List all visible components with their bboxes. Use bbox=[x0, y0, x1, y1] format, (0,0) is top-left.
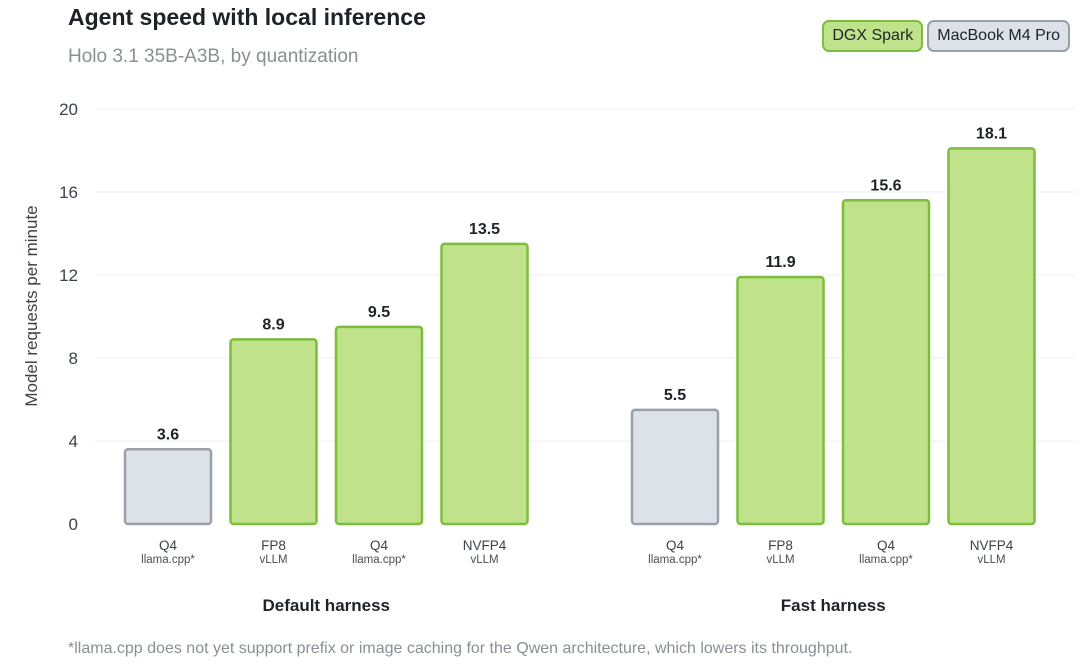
bar-value-label: 18.1 bbox=[976, 125, 1007, 142]
bar-value-label: 8.9 bbox=[262, 316, 284, 333]
x-tick-engine-label: vLLM bbox=[766, 554, 794, 566]
x-tick-engine-label: vLLM bbox=[977, 554, 1005, 566]
x-tick-engine-label: vLLM bbox=[259, 554, 287, 566]
bar-value-label: 3.6 bbox=[157, 426, 179, 443]
bar bbox=[841, 199, 931, 526]
x-tick-quant-label: FP8 bbox=[768, 538, 793, 553]
bar-value-label: 11.9 bbox=[765, 254, 795, 271]
legend-item-macbook-m4-pro[interactable]: MacBook M4 Pro bbox=[927, 20, 1070, 52]
y-tick-label: 0 bbox=[69, 515, 78, 534]
bar-value-label: 5.5 bbox=[664, 387, 686, 404]
x-tick-quant-label: Q4 bbox=[666, 538, 685, 553]
y-tick-label: 16 bbox=[59, 183, 78, 202]
x-tick-engine-label: llama.cpp* bbox=[352, 554, 406, 566]
x-tick-quant-label: FP8 bbox=[261, 538, 286, 553]
bar-value-label: 13.5 bbox=[469, 221, 500, 238]
bar bbox=[123, 448, 213, 526]
footnote: *llama.cpp does not yet support prefix o… bbox=[68, 640, 853, 657]
x-tick-engine-label: llama.cpp* bbox=[859, 554, 913, 566]
group-label: Default harness bbox=[262, 596, 390, 615]
legend: DGX Spark MacBook M4 Pro bbox=[822, 20, 1070, 52]
bar-value-label: 9.5 bbox=[368, 304, 390, 321]
x-tick-quant-label: NVFP4 bbox=[463, 538, 507, 553]
bar bbox=[334, 325, 424, 526]
y-tick-label: 8 bbox=[69, 349, 78, 368]
bar bbox=[947, 147, 1036, 526]
chart-title: Agent speed with local inference bbox=[68, 4, 426, 30]
bar bbox=[736, 275, 825, 526]
group-label: Fast harness bbox=[781, 596, 886, 615]
x-tick-engine-label: llama.cpp* bbox=[648, 554, 702, 566]
x-tick-quant-label: Q4 bbox=[370, 538, 389, 553]
bar bbox=[630, 408, 720, 526]
bar bbox=[229, 338, 318, 526]
y-tick-label: 20 bbox=[59, 100, 78, 119]
x-tick-quant-label: Q4 bbox=[877, 538, 896, 553]
x-tick-quant-label: Q4 bbox=[159, 538, 178, 553]
x-tick-engine-label: llama.cpp* bbox=[141, 554, 195, 566]
x-tick-engine-label: vLLM bbox=[470, 554, 498, 566]
x-tick-quant-label: NVFP4 bbox=[970, 538, 1014, 553]
bar-chart: 0481216203.6Q4llama.cpp*8.9FP8vLLM9.5Q4l… bbox=[59, 100, 1075, 615]
y-tick-label: 4 bbox=[69, 432, 78, 451]
y-tick-label: 12 bbox=[59, 266, 78, 285]
legend-item-dgx-spark[interactable]: DGX Spark bbox=[822, 20, 924, 52]
bar-value-label: 15.6 bbox=[870, 177, 901, 194]
chart-subtitle: Holo 3.1 35B-A3B, by quantization bbox=[68, 46, 359, 67]
bar bbox=[440, 242, 529, 526]
